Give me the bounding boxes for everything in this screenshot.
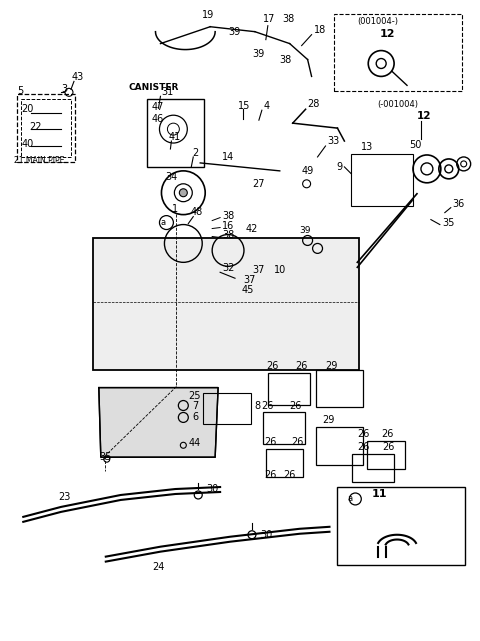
Text: 12: 12 (379, 29, 395, 38)
Text: 36: 36 (453, 199, 465, 209)
Bar (351, 154, 413, 206)
Text: 47: 47 (152, 103, 164, 112)
Text: 39: 39 (252, 49, 264, 58)
Text: 15: 15 (238, 101, 251, 112)
Text: 30: 30 (206, 484, 218, 494)
Text: 38: 38 (280, 54, 292, 65)
Text: 5: 5 (17, 87, 24, 96)
Bar (203, 392, 251, 424)
Text: 31: 31 (161, 87, 174, 97)
Text: 4: 4 (264, 101, 270, 112)
Text: 41: 41 (168, 132, 180, 142)
Text: 38: 38 (222, 231, 234, 240)
Text: (-001004): (-001004) (377, 100, 418, 109)
Bar (263, 412, 305, 444)
Bar (17, 94, 75, 162)
Bar (93, 238, 360, 370)
Text: 26: 26 (266, 361, 278, 370)
Text: 7: 7 (192, 401, 199, 410)
Text: 19: 19 (202, 10, 214, 20)
Text: 35: 35 (99, 452, 111, 462)
Text: 22: 22 (29, 122, 42, 132)
Text: 44: 44 (188, 438, 201, 448)
Text: 6: 6 (192, 412, 198, 422)
Text: 11: 11 (371, 489, 387, 499)
Text: a: a (348, 494, 353, 503)
Text: 12: 12 (417, 111, 432, 121)
Text: 45: 45 (242, 285, 254, 295)
Text: 9: 9 (336, 162, 343, 172)
Text: 40: 40 (21, 139, 34, 149)
Bar (146, 99, 204, 167)
Text: a: a (161, 218, 166, 227)
Text: 26: 26 (381, 429, 394, 439)
Bar (337, 487, 465, 565)
Text: 25: 25 (188, 390, 201, 401)
Text: 16: 16 (222, 221, 234, 231)
Text: 23: 23 (58, 492, 71, 502)
Text: 29: 29 (325, 361, 338, 370)
Text: 26: 26 (296, 361, 308, 370)
Text: 26: 26 (264, 437, 276, 447)
Text: 1: 1 (172, 204, 179, 213)
Bar (315, 428, 363, 465)
Bar (21, 99, 71, 157)
Text: 46: 46 (152, 114, 164, 124)
Text: (001004-): (001004-) (357, 17, 398, 26)
Text: 18: 18 (313, 25, 326, 35)
Polygon shape (99, 388, 218, 457)
Text: 26: 26 (261, 401, 273, 410)
Text: CANISTER: CANISTER (129, 83, 179, 92)
Text: 35: 35 (442, 217, 454, 228)
Text: 26: 26 (382, 442, 395, 453)
Text: 38: 38 (283, 13, 295, 24)
Text: 26: 26 (264, 470, 276, 480)
Text: 37: 37 (252, 265, 264, 275)
Text: 48: 48 (190, 206, 203, 217)
Text: 49: 49 (301, 166, 314, 176)
Text: 20: 20 (21, 104, 34, 114)
Text: 26: 26 (357, 429, 370, 439)
Text: 2: 2 (192, 148, 199, 158)
Text: 26: 26 (284, 470, 296, 480)
Text: 21 MAIN PIPE: 21 MAIN PIPE (14, 156, 65, 165)
Bar (268, 372, 310, 404)
Text: 43: 43 (72, 72, 84, 83)
Text: 8: 8 (254, 401, 260, 412)
Text: 37: 37 (243, 275, 255, 285)
Text: 34: 34 (166, 172, 178, 182)
Text: 32: 32 (222, 263, 234, 273)
Text: 24: 24 (153, 562, 165, 572)
Bar (335, 14, 462, 91)
Text: 3: 3 (61, 85, 67, 94)
Text: 10: 10 (274, 265, 286, 275)
Text: 42: 42 (246, 224, 258, 233)
Text: 26: 26 (290, 401, 302, 410)
Text: 39: 39 (228, 27, 240, 37)
Text: 14: 14 (222, 152, 234, 162)
Text: 39: 39 (300, 226, 311, 235)
Bar (352, 454, 394, 482)
Circle shape (180, 188, 187, 197)
Text: 50: 50 (409, 140, 421, 150)
Text: 38: 38 (222, 211, 234, 221)
Text: 29: 29 (323, 415, 335, 426)
Text: 13: 13 (361, 142, 373, 152)
Text: 26: 26 (357, 442, 370, 453)
Text: 28: 28 (308, 99, 320, 109)
Bar (266, 449, 302, 477)
Text: 27: 27 (252, 179, 264, 189)
Text: 17: 17 (263, 13, 275, 24)
Bar (315, 370, 363, 408)
Bar (367, 441, 405, 469)
Text: 26: 26 (292, 437, 304, 447)
Text: 33: 33 (327, 136, 340, 146)
Text: 30: 30 (260, 529, 272, 540)
